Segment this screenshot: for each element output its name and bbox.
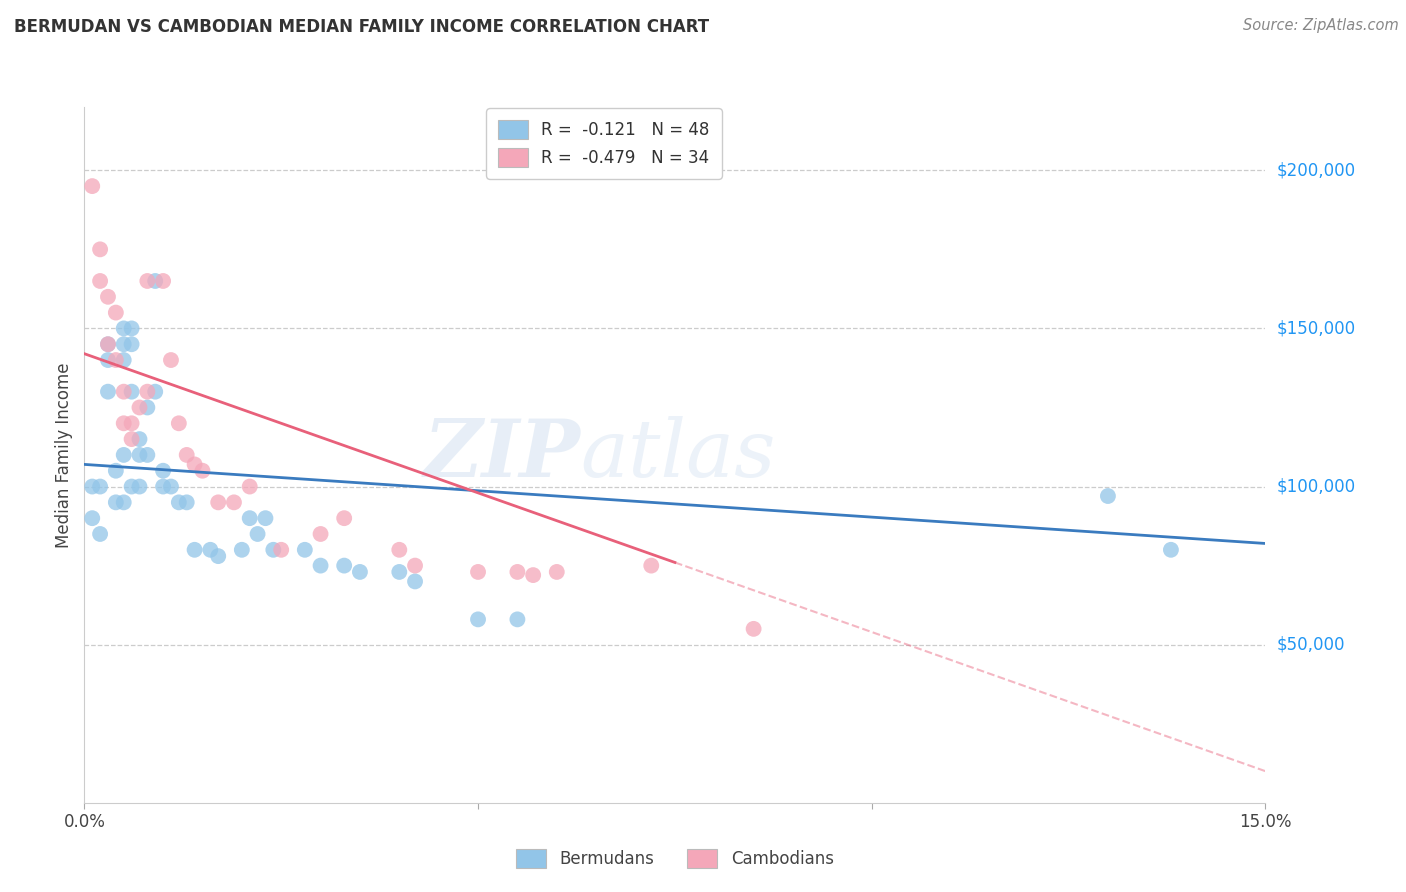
Point bbox=[104, 305, 127, 319]
Point bbox=[270, 542, 292, 557]
Point bbox=[152, 274, 174, 288]
Y-axis label: Median Family Income: Median Family Income bbox=[55, 362, 73, 548]
Point bbox=[333, 511, 356, 525]
Point bbox=[89, 274, 111, 288]
Point bbox=[89, 243, 111, 257]
Point bbox=[104, 495, 127, 509]
Point bbox=[121, 384, 143, 399]
Text: $100,000: $100,000 bbox=[1277, 477, 1355, 496]
Point bbox=[200, 542, 222, 557]
Point bbox=[112, 321, 135, 335]
Point bbox=[176, 448, 198, 462]
Point bbox=[388, 542, 411, 557]
Point bbox=[143, 274, 166, 288]
Point bbox=[309, 558, 332, 573]
Text: $200,000: $200,000 bbox=[1277, 161, 1355, 179]
Point bbox=[152, 464, 174, 478]
Point bbox=[112, 495, 135, 509]
Point bbox=[506, 565, 529, 579]
Point bbox=[388, 565, 411, 579]
Text: $50,000: $50,000 bbox=[1277, 636, 1346, 654]
Point bbox=[222, 495, 245, 509]
Point bbox=[207, 549, 229, 563]
Text: ZIP: ZIP bbox=[423, 417, 581, 493]
Point bbox=[349, 565, 371, 579]
Point bbox=[309, 527, 332, 541]
Text: $150,000: $150,000 bbox=[1277, 319, 1355, 337]
Point bbox=[1097, 489, 1119, 503]
Point bbox=[467, 612, 489, 626]
Point bbox=[121, 337, 143, 351]
Point bbox=[112, 337, 135, 351]
Point bbox=[97, 384, 120, 399]
Point bbox=[112, 417, 135, 431]
Text: BERMUDAN VS CAMBODIAN MEDIAN FAMILY INCOME CORRELATION CHART: BERMUDAN VS CAMBODIAN MEDIAN FAMILY INCO… bbox=[14, 18, 709, 36]
Point bbox=[246, 527, 269, 541]
Point bbox=[128, 479, 150, 493]
Point bbox=[167, 495, 190, 509]
Point bbox=[160, 479, 183, 493]
Point bbox=[112, 353, 135, 368]
Point bbox=[404, 558, 426, 573]
Point bbox=[183, 458, 205, 472]
Point bbox=[467, 565, 489, 579]
Point bbox=[82, 511, 104, 525]
Point bbox=[239, 479, 262, 493]
Point bbox=[121, 417, 143, 431]
Point bbox=[136, 384, 159, 399]
Point bbox=[1160, 542, 1182, 557]
Point bbox=[121, 321, 143, 335]
Point bbox=[143, 384, 166, 399]
Point bbox=[136, 448, 159, 462]
Point bbox=[128, 448, 150, 462]
Point bbox=[294, 542, 316, 557]
Point bbox=[82, 179, 104, 194]
Point bbox=[128, 401, 150, 415]
Point bbox=[506, 612, 529, 626]
Point bbox=[231, 542, 253, 557]
Point bbox=[160, 353, 183, 368]
Point bbox=[112, 384, 135, 399]
Point bbox=[333, 558, 356, 573]
Text: Source: ZipAtlas.com: Source: ZipAtlas.com bbox=[1243, 18, 1399, 33]
Point bbox=[239, 511, 262, 525]
Point bbox=[97, 337, 120, 351]
Point bbox=[742, 622, 765, 636]
Point bbox=[546, 565, 568, 579]
Text: atlas: atlas bbox=[581, 417, 776, 493]
Point bbox=[183, 542, 205, 557]
Point bbox=[121, 432, 143, 446]
Point bbox=[167, 417, 190, 431]
Point bbox=[176, 495, 198, 509]
Point bbox=[152, 479, 174, 493]
Point bbox=[112, 448, 135, 462]
Point bbox=[121, 479, 143, 493]
Legend: Bermudans, Cambodians: Bermudans, Cambodians bbox=[509, 842, 841, 874]
Point bbox=[97, 337, 120, 351]
Point bbox=[82, 479, 104, 493]
Point bbox=[522, 568, 544, 582]
Point bbox=[97, 353, 120, 368]
Point bbox=[104, 353, 127, 368]
Point bbox=[89, 527, 111, 541]
Point bbox=[207, 495, 229, 509]
Point bbox=[89, 479, 111, 493]
Point bbox=[136, 401, 159, 415]
Point bbox=[640, 558, 662, 573]
Point bbox=[104, 464, 127, 478]
Point bbox=[191, 464, 214, 478]
Point bbox=[262, 542, 284, 557]
Point bbox=[136, 274, 159, 288]
Point bbox=[97, 290, 120, 304]
Point bbox=[254, 511, 277, 525]
Point bbox=[128, 432, 150, 446]
Point bbox=[404, 574, 426, 589]
